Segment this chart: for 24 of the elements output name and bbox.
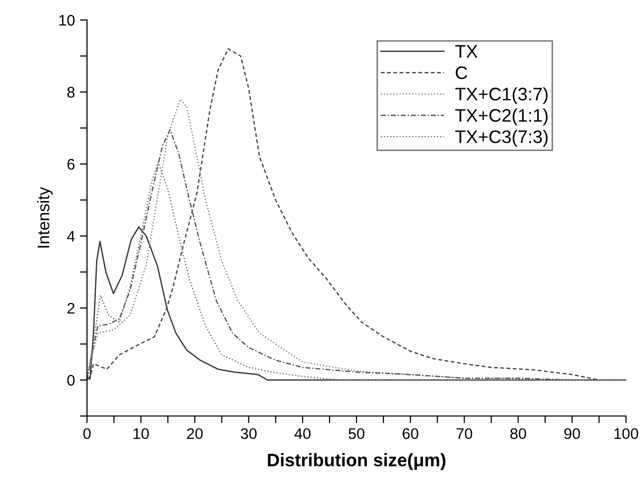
x-tick-label: 0 bbox=[83, 428, 91, 440]
y-tick-label: 0 bbox=[67, 374, 75, 386]
x-tick-label: 30 bbox=[240, 428, 257, 440]
x-tick-label: 90 bbox=[564, 428, 580, 440]
legend-label: TX+C3(7:3) bbox=[455, 130, 548, 147]
legend-label: TX bbox=[455, 45, 478, 58]
y-tick-label: 10 bbox=[59, 14, 75, 26]
x-tick-label: 10 bbox=[134, 428, 149, 440]
x-tick-label: 80 bbox=[510, 428, 526, 440]
x-tick-label: 50 bbox=[348, 428, 364, 440]
y-tick-label: 6 bbox=[67, 158, 75, 170]
legend-label: C bbox=[456, 66, 468, 80]
x-tick-label: 20 bbox=[187, 428, 203, 440]
x-tick-label: 60 bbox=[402, 428, 418, 440]
y-axis-title: Intensity bbox=[37, 186, 53, 248]
y-tick-label: 8 bbox=[67, 86, 75, 98]
x-tick-label: 70 bbox=[456, 428, 472, 440]
legend-label: TX+C1(3:7) bbox=[455, 87, 548, 104]
x-tick-label: 40 bbox=[294, 428, 310, 440]
legend-label: TX+C2(1:1) bbox=[455, 108, 548, 126]
x-axis-title: Distribution size(μm) bbox=[268, 453, 446, 470]
y-tick-label: 4 bbox=[67, 231, 75, 242]
y-tick-label: 2 bbox=[67, 302, 74, 314]
x-tick-label: 100 bbox=[614, 428, 638, 440]
